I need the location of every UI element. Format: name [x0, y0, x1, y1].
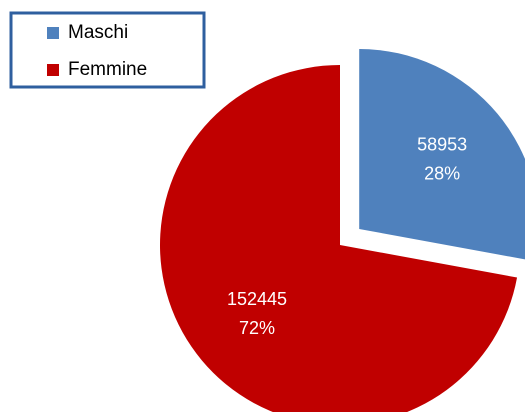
pie-slice — [359, 48, 525, 260]
legend-label: Maschi — [68, 22, 128, 43]
legend-swatch — [47, 64, 59, 76]
legend-label: Femmine — [68, 59, 147, 80]
pie-slice — [160, 65, 518, 412]
data-label: 152445 — [227, 289, 287, 309]
percent-label: 28% — [424, 164, 460, 184]
percent-label: 72% — [239, 318, 275, 338]
legend-box — [9, 11, 206, 89]
data-label: 58953 — [417, 135, 467, 155]
legend-swatch — [47, 27, 59, 39]
